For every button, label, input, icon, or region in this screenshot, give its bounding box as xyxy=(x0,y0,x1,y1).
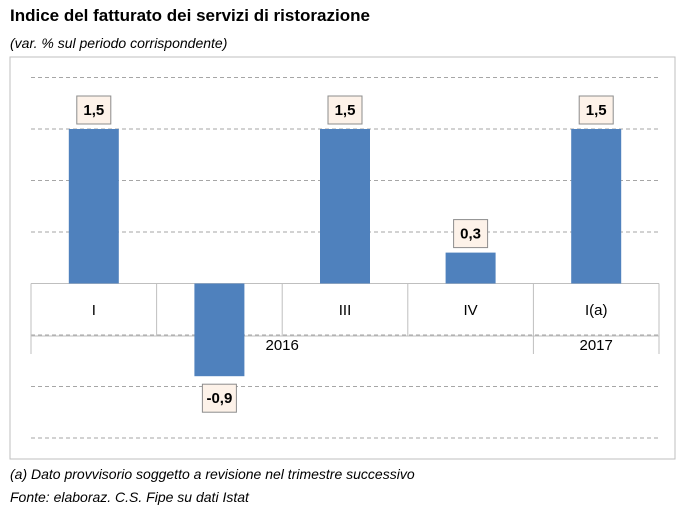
category-label: I(a) xyxy=(585,302,608,319)
source-note: Fonte: elaboraz. C.S. Fipe su dati Istat xyxy=(10,489,249,505)
chart-title: Indice del fatturato dei servizi di rist… xyxy=(10,6,370,25)
bar-IV xyxy=(445,252,496,284)
year-label: 2017 xyxy=(580,337,613,354)
data-label-text: 1,5 xyxy=(335,102,356,119)
category-label: I xyxy=(92,302,96,319)
data-label-text: 1,5 xyxy=(586,102,607,119)
data-label: 1,5 xyxy=(578,95,614,125)
data-label: 0,3 xyxy=(453,219,489,249)
data-label-text: 0,3 xyxy=(460,226,481,243)
data-label: -0,9 xyxy=(201,383,237,413)
chart-frame xyxy=(9,56,676,460)
category-label: III xyxy=(339,302,352,319)
chart-subtitle: (var. % sul periodo corrispondente) xyxy=(10,35,228,51)
category-label: IV xyxy=(464,302,478,319)
year-label: 2016 xyxy=(266,337,299,354)
data-label-text: -0,9 xyxy=(206,390,232,407)
bar-III xyxy=(320,129,370,284)
bar-I(a) xyxy=(571,129,622,284)
data-label: 1,5 xyxy=(327,95,363,125)
bars xyxy=(68,129,622,377)
bar-I xyxy=(68,129,119,284)
data-label-text: 1,5 xyxy=(83,102,104,119)
bar-II xyxy=(194,283,245,377)
data-labels: 1,5 -0,9 1,5 0,3 1,5 xyxy=(76,95,614,413)
data-label: 1,5 xyxy=(76,95,112,125)
footnote: (a) Dato provvisorio soggetto a revision… xyxy=(10,466,415,482)
